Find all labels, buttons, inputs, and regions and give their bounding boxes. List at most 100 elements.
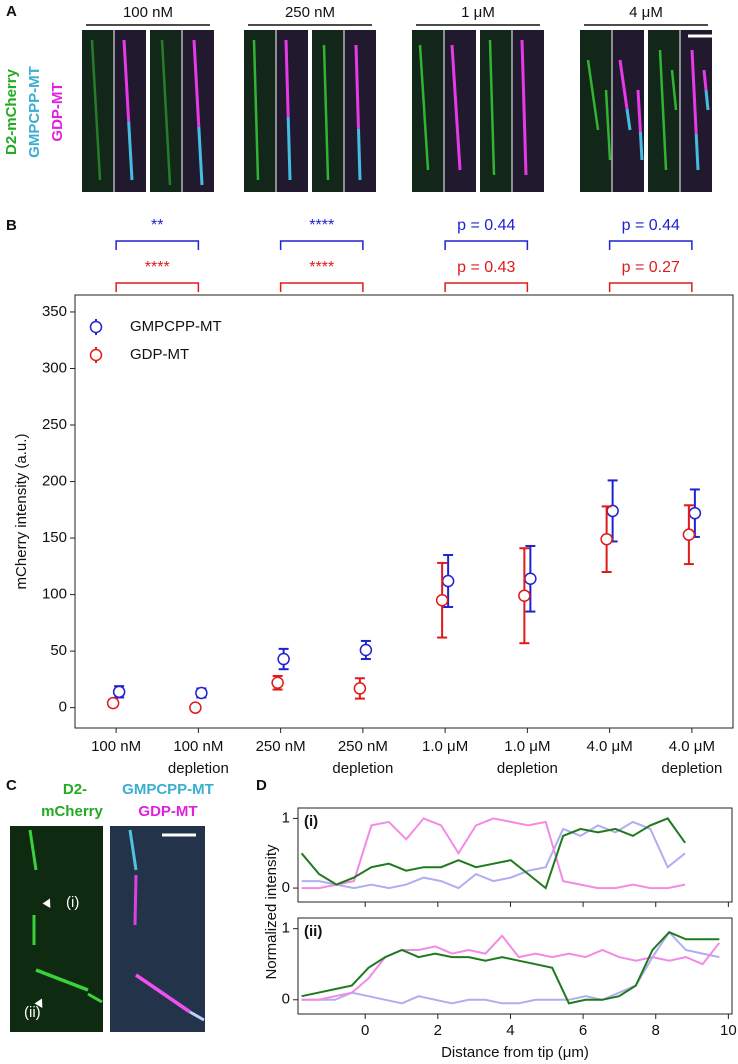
micrograph <box>276 30 308 192</box>
y-tick-label: 50 <box>50 642 67 659</box>
x-tick-label: depletion <box>168 760 229 777</box>
mean-marker <box>106 696 120 710</box>
concentration-label: 250 nM <box>285 4 335 21</box>
panel-letter: D <box>256 777 267 794</box>
panel-letter: A <box>6 3 17 20</box>
profile-line <box>301 930 720 1005</box>
x-tick-label: 8 <box>652 1022 660 1039</box>
x-tick-label: depletion <box>661 760 722 777</box>
filament <box>284 39 290 118</box>
y-tick-label: 200 <box>42 473 67 490</box>
channel-label: D2- <box>63 781 87 798</box>
mean-marker <box>353 682 367 695</box>
x-tick-label: 10 <box>720 1022 737 1039</box>
significance-bracket <box>115 240 200 250</box>
filament <box>90 39 102 181</box>
filament <box>322 44 330 181</box>
x-tick-label: 100 nM <box>173 738 223 755</box>
filament <box>160 39 172 186</box>
channel-label: GMPCPP-MT <box>26 66 43 158</box>
filament <box>690 49 698 135</box>
concentration-label: 1 μM <box>461 4 495 21</box>
profile-line <box>300 817 686 890</box>
significance-bracket <box>608 282 693 292</box>
y-axis-label: Normalized intensity <box>263 844 280 980</box>
filament <box>670 69 678 111</box>
mean-marker <box>359 643 373 657</box>
filament <box>418 44 430 171</box>
mean-marker <box>189 701 202 714</box>
y-tick-label: 150 <box>42 529 67 546</box>
filament <box>356 128 362 181</box>
marker-label: (ii) <box>24 1004 41 1021</box>
concentration-label: 4 μM <box>629 4 663 21</box>
channel-label: GDP-MT <box>138 803 197 820</box>
filament <box>286 116 292 181</box>
mean-marker <box>277 652 290 666</box>
legend-label: GDP-MT <box>130 346 189 363</box>
filament <box>618 59 629 110</box>
x-tick-label: 250 nM <box>256 738 306 755</box>
filament <box>197 126 204 186</box>
mean-marker <box>600 532 613 546</box>
concentration-label: 100 nM <box>123 4 173 21</box>
x-tick-label: 1.0 μM <box>422 738 468 755</box>
filament <box>450 44 462 171</box>
y-tick-label: 250 <box>42 416 67 433</box>
y-tick-label: 1 <box>282 809 290 826</box>
filament <box>604 89 612 161</box>
significance-label: p = 0.44 <box>622 217 680 234</box>
filament <box>252 39 260 181</box>
channel-label: GMPCPP-MT <box>122 781 214 798</box>
y-tick-label: 0 <box>59 699 67 716</box>
significance-label: **** <box>309 259 334 276</box>
filament <box>704 89 710 111</box>
filament <box>636 89 642 133</box>
mean-marker <box>441 574 455 588</box>
x-tick-label: depletion <box>332 760 393 777</box>
significance-bracket <box>444 282 529 292</box>
mean-marker <box>112 685 126 699</box>
mean-marker <box>271 676 284 690</box>
filament <box>354 44 360 129</box>
filament <box>488 39 496 176</box>
subplot-label: (ii) <box>304 923 322 940</box>
significance-label: p = 0.43 <box>457 259 515 276</box>
y-tick-label: 100 <box>42 586 67 603</box>
x-tick-label: 4 <box>506 1022 514 1039</box>
significance-label: ** <box>151 217 163 234</box>
legend-marker <box>89 348 103 362</box>
filament <box>694 133 700 171</box>
profile-line <box>301 931 720 1005</box>
significance-label: p = 0.44 <box>457 217 515 234</box>
filament <box>520 39 528 176</box>
panel-letter: C <box>6 777 17 794</box>
mean-marker <box>435 593 449 607</box>
plot-frame <box>297 807 733 903</box>
micrograph <box>10 826 205 1032</box>
micrograph <box>82 30 114 192</box>
channel-label: mCherry <box>41 803 103 820</box>
significance-label: **** <box>309 217 334 234</box>
filament <box>192 39 201 128</box>
mean-marker <box>682 528 696 541</box>
channel-label: GDP-MT <box>49 82 66 141</box>
x-tick-label: 4.0 μM <box>669 738 715 755</box>
panel-letter: B <box>6 217 17 234</box>
filament <box>658 49 668 171</box>
y-tick-label: 300 <box>42 359 67 376</box>
filament <box>625 108 632 131</box>
filament <box>638 131 644 161</box>
profile-line <box>301 820 686 890</box>
x-axis-label: Distance from tip (μm) <box>441 1044 589 1061</box>
filament <box>586 59 600 131</box>
micrograph <box>512 30 544 192</box>
significance-bracket <box>608 240 693 250</box>
x-tick-label: 4.0 μM <box>587 738 633 755</box>
filament <box>127 121 134 181</box>
x-tick-label: 2 <box>434 1022 442 1039</box>
subplot-label: (i) <box>304 813 318 830</box>
y-axis-label: mCherry intensity (a.u.) <box>13 434 30 590</box>
mean-marker <box>195 686 208 700</box>
